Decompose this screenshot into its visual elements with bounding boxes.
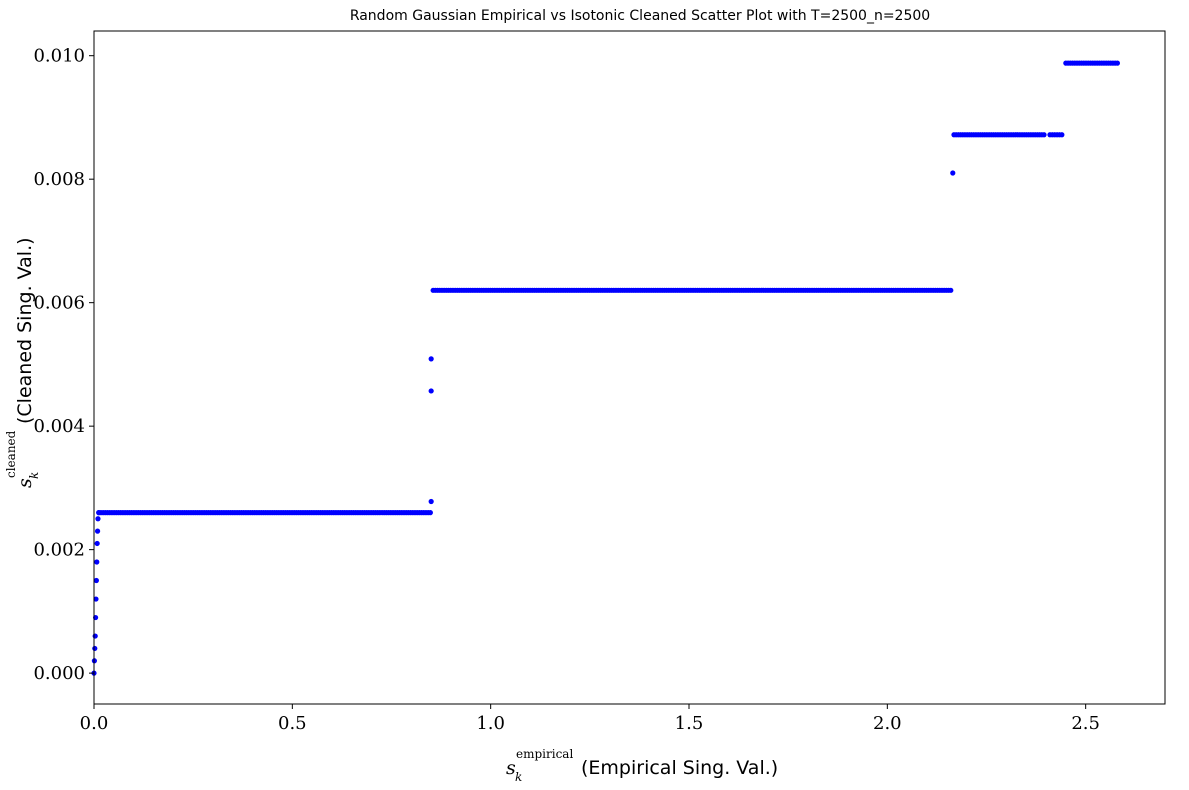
data-point	[1114, 60, 1120, 66]
x-tick-label: 2.0	[873, 713, 902, 734]
data-point	[92, 633, 98, 639]
y-axis-label-subscript: k	[27, 472, 41, 479]
x-axis-ticks: 0.0 0.5 1.0 1.5 2.0 2.5	[80, 704, 1100, 734]
plot-frame	[93, 30, 1166, 705]
y-axis-ticks: 0.000 0.002 0.004 0.006 0.008 0.010	[33, 46, 94, 684]
x-axis-label-symbol: s	[506, 757, 516, 779]
data-point	[950, 170, 956, 176]
y-axis-label-superscript: cleaned	[4, 430, 18, 478]
x-axis-label-superscript: empirical	[516, 747, 573, 761]
data-points	[91, 60, 1120, 676]
data-point	[1059, 132, 1065, 138]
chart-title: Random Gaussian Empirical vs Isotonic Cl…	[350, 8, 930, 24]
data-point	[948, 287, 954, 293]
y-tick-label: 0.000	[33, 663, 85, 684]
x-tick-label: 2.5	[1071, 713, 1100, 734]
x-axis-label-text: (Empirical Sing. Val.)	[581, 757, 778, 779]
y-tick-label: 0.004	[33, 416, 85, 437]
x-tick-label: 0.5	[278, 713, 307, 734]
data-point	[428, 356, 434, 362]
data-point	[428, 388, 434, 394]
data-point	[93, 596, 99, 602]
y-tick-label: 0.006	[33, 293, 85, 314]
y-axis-label-text: (Cleaned Sing. Val.)	[14, 237, 36, 424]
x-tick-label: 0.0	[80, 713, 109, 734]
x-axis-label: s empirical k (Empirical Sing. Val.)	[506, 747, 778, 784]
y-tick-label: 0.008	[33, 169, 85, 190]
y-axis-label: s cleaned k (Cleaned Sing. Val.)	[4, 237, 41, 488]
data-point	[94, 528, 101, 534]
data-point	[93, 577, 99, 584]
x-tick-label: 1.0	[476, 713, 505, 734]
data-point	[92, 645, 98, 652]
data-point	[427, 509, 433, 516]
data-point	[94, 559, 100, 565]
x-tick-label: 1.5	[675, 713, 704, 734]
data-point	[1041, 132, 1047, 138]
y-tick-label: 0.010	[33, 46, 85, 67]
x-axis-label-subscript: k	[515, 770, 522, 784]
data-point	[95, 516, 101, 522]
data-point	[428, 498, 434, 505]
data-point	[94, 540, 100, 547]
y-tick-label: 0.002	[33, 540, 85, 561]
y-axis-label-symbol: s	[14, 478, 36, 488]
